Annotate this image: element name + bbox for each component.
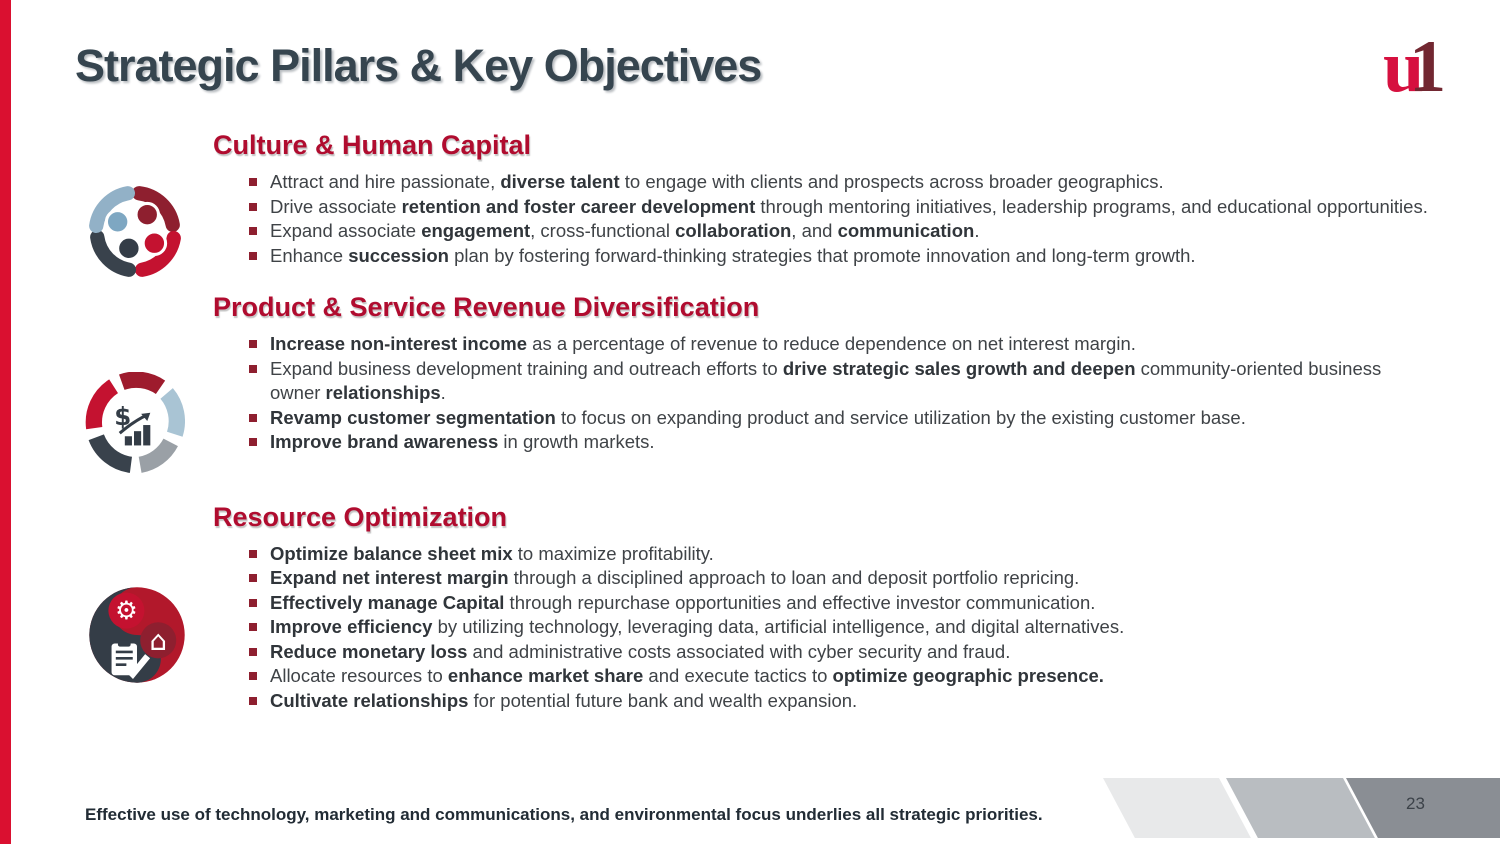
bullet-marker bbox=[249, 178, 257, 186]
bullet-marker bbox=[249, 340, 257, 348]
bullet-marker bbox=[249, 202, 257, 211]
resource-optimization-circle-icon: ⚙ ⌂ bbox=[84, 582, 190, 688]
bullet-item: Optimize balance sheet mix to maximize p… bbox=[245, 542, 1435, 567]
svg-text:$: $ bbox=[114, 402, 131, 431]
page-number: 23 bbox=[1406, 794, 1425, 813]
bullet-marker bbox=[249, 438, 257, 446]
pillar-section: Culture & Human Capital Attract and hire … bbox=[213, 129, 1435, 268]
svg-text:⚙: ⚙ bbox=[115, 595, 138, 625]
pillar-section: Product & Service Revenue Diversificatio… bbox=[213, 291, 1435, 455]
teamwork-circle-icon bbox=[84, 181, 186, 283]
bullet-marker bbox=[249, 364, 257, 373]
sections: Culture & Human Capital Attract and hire … bbox=[213, 129, 1435, 713]
bullet-marker bbox=[249, 598, 257, 607]
section-heading: Product & Service Revenue Diversificatio… bbox=[213, 292, 760, 322]
section-gap bbox=[213, 268, 1435, 291]
bullet-marker bbox=[249, 549, 257, 558]
section-heading: Culture & Human Capital bbox=[213, 130, 532, 160]
bullet-item: Expand business development training and… bbox=[245, 357, 1435, 406]
logo-letter-one: 1 bbox=[1409, 26, 1447, 108]
bullet-list: Optimize balance sheet mix to maximize p… bbox=[245, 542, 1435, 714]
bullet-item: Improve brand awareness in growth market… bbox=[245, 430, 1435, 455]
revenue-growth-circle-icon: $ bbox=[83, 371, 185, 474]
bullet-marker bbox=[249, 623, 257, 631]
section-gap bbox=[213, 455, 1435, 501]
bullet-item: Drive associate retention and foster car… bbox=[245, 195, 1435, 220]
company-logo: u1 bbox=[1383, 30, 1446, 104]
bullet-marker bbox=[249, 227, 257, 235]
footer-note: Effective use of technology, marketing a… bbox=[85, 805, 1043, 824]
pillar-section: Resource Optimization Optimize balance sh… bbox=[213, 501, 1435, 714]
bullet-item: Attract and hire passionate, diverse tal… bbox=[245, 170, 1435, 195]
bullet-item: Revamp customer segmentation to focus on… bbox=[245, 406, 1435, 431]
bullet-item: Allocate resources to enhance market sha… bbox=[245, 664, 1435, 689]
bullet-item: Reduce monetary loss and administrative … bbox=[245, 640, 1435, 665]
svg-text:⌂: ⌂ bbox=[149, 625, 167, 657]
bullet-marker bbox=[249, 672, 257, 680]
accent-left-bar bbox=[0, 0, 11, 844]
logo-letter-u: u bbox=[1383, 26, 1425, 108]
bullet-marker bbox=[249, 647, 257, 656]
bullet-list: Increase non-interest income as a percen… bbox=[245, 332, 1435, 455]
bullet-item: Enhance succession plan by fostering for… bbox=[245, 244, 1435, 269]
bullet-item: Improve efficiency by utilizing technolo… bbox=[245, 615, 1435, 640]
section-heading: Resource Optimization bbox=[213, 501, 508, 532]
bullet-marker bbox=[249, 574, 257, 582]
bullet-list: Attract and hire passionate, diverse tal… bbox=[245, 170, 1435, 268]
bullet-item: Cultivate relationships for potential fu… bbox=[245, 689, 1435, 714]
page-title: Strategic Pillars & Key Objectives bbox=[75, 40, 762, 91]
bullet-marker bbox=[249, 696, 257, 705]
bullet-marker bbox=[249, 413, 257, 422]
decorative-band-light bbox=[1103, 778, 1251, 838]
bullet-item: Effectively manage Capital through repur… bbox=[245, 591, 1435, 616]
bullet-item: Expand associate engagement, cross-funct… bbox=[245, 219, 1435, 244]
bullet-marker bbox=[249, 251, 257, 260]
bullet-item: Expand net interest margin through a dis… bbox=[245, 566, 1435, 591]
bullet-item: Increase non-interest income as a percen… bbox=[245, 332, 1435, 357]
